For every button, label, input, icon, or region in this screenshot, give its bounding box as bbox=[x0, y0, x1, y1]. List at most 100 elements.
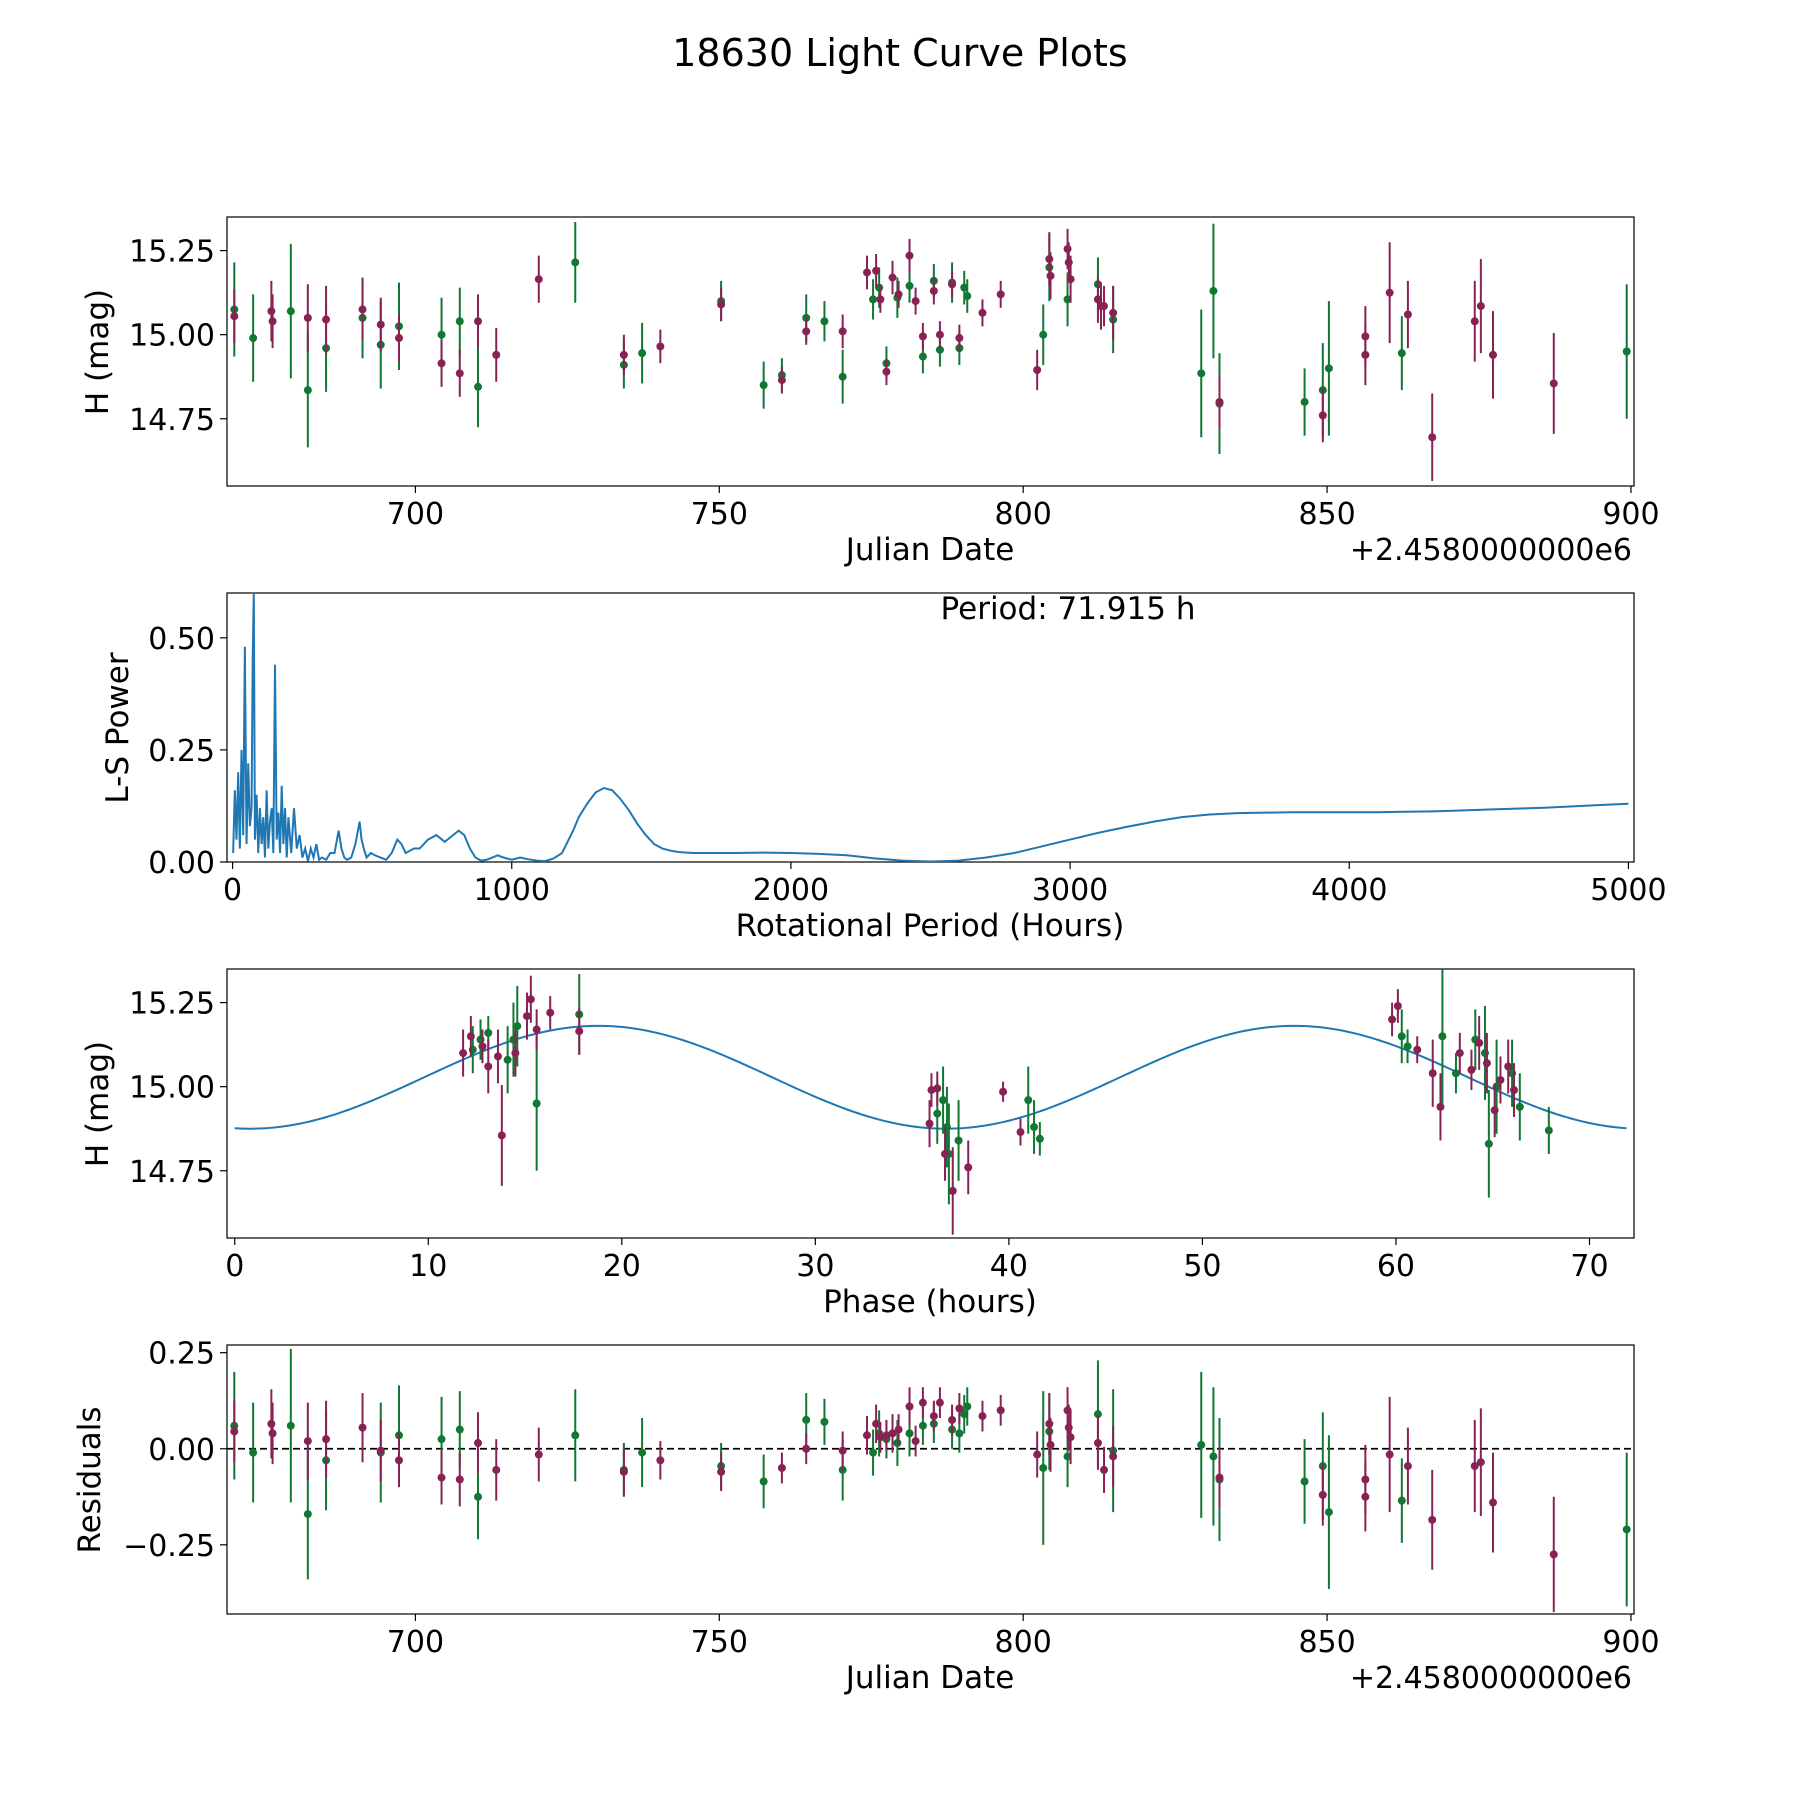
data-point-magenta bbox=[230, 1427, 239, 1436]
x-tick-label: 10 bbox=[409, 1249, 447, 1284]
data-point-green bbox=[1035, 1134, 1044, 1143]
data-point-green bbox=[1063, 295, 1072, 304]
x-tick-label: 60 bbox=[1377, 1249, 1415, 1284]
data-point-green bbox=[1622, 1525, 1631, 1534]
data-point-magenta bbox=[466, 1032, 475, 1041]
x-axis-label: Julian Date bbox=[844, 1660, 1015, 1696]
data-point-green bbox=[1403, 1042, 1412, 1051]
data-point-green bbox=[939, 1096, 948, 1105]
data-point-magenta bbox=[1470, 1462, 1479, 1471]
y-tick-label: −0.25 bbox=[123, 1529, 215, 1564]
axis-ticks: 0 1000 2000 3000 4000 5000 0.00 0.25 0.50 bbox=[148, 622, 1666, 908]
data-point-green bbox=[954, 1136, 963, 1145]
data-point-magenta bbox=[948, 280, 957, 289]
data-point-magenta bbox=[497, 1131, 506, 1140]
data-point-magenta bbox=[929, 286, 938, 295]
data-point-green bbox=[474, 1492, 483, 1501]
data-point-magenta bbox=[1063, 244, 1072, 253]
x-tick-label: 0 bbox=[225, 1249, 244, 1284]
x-tick-label: 750 bbox=[691, 497, 748, 532]
data-point-magenta bbox=[656, 1456, 665, 1465]
data-point-magenta bbox=[511, 1049, 520, 1058]
data-point-magenta bbox=[1385, 288, 1394, 297]
data-point-magenta bbox=[1045, 255, 1054, 264]
data-point-magenta bbox=[358, 305, 367, 314]
data-point-magenta bbox=[1455, 1049, 1464, 1058]
data-point-magenta bbox=[948, 1415, 957, 1424]
data-point-magenta bbox=[484, 1062, 493, 1071]
x-tick-label: 40 bbox=[990, 1249, 1028, 1284]
data-point-green bbox=[1209, 286, 1218, 295]
data-point-green bbox=[1197, 1440, 1206, 1449]
x-tick-label: 700 bbox=[387, 1625, 444, 1660]
data-point-green bbox=[1397, 1496, 1406, 1505]
y-tick-label: 0.25 bbox=[148, 1337, 215, 1372]
data-point-magenta bbox=[230, 312, 239, 321]
data-point-green bbox=[286, 1421, 295, 1430]
data-point-magenta bbox=[948, 1186, 957, 1195]
data-point-magenta bbox=[1403, 310, 1412, 319]
data-point-magenta bbox=[862, 1431, 871, 1440]
data-point-magenta bbox=[478, 1042, 487, 1051]
data-point-magenta bbox=[376, 1446, 385, 1455]
data-point-magenta bbox=[996, 290, 1005, 299]
data-point-magenta bbox=[964, 1163, 973, 1172]
data-point-magenta bbox=[1100, 302, 1109, 311]
data-point-magenta bbox=[978, 1412, 987, 1421]
data-point-green bbox=[759, 381, 768, 390]
data-point-magenta bbox=[894, 1425, 903, 1434]
data-point-green bbox=[905, 1429, 914, 1438]
data-point-green bbox=[1039, 1463, 1048, 1472]
data-markers bbox=[234, 969, 1627, 1235]
data-point-magenta bbox=[268, 317, 277, 326]
data-point-green bbox=[638, 1448, 647, 1457]
data-point-green bbox=[571, 1431, 580, 1440]
data-point-green bbox=[1197, 369, 1206, 378]
plot-area bbox=[232, 593, 1629, 862]
data-point-magenta bbox=[1361, 350, 1370, 359]
x-tick-label: 900 bbox=[1602, 1625, 1659, 1660]
data-point-magenta bbox=[1093, 1438, 1102, 1447]
x-tick-label: 1000 bbox=[474, 873, 550, 908]
data-point-green bbox=[820, 1417, 829, 1426]
data-point-green bbox=[1544, 1126, 1553, 1135]
data-point-magenta bbox=[872, 1419, 881, 1428]
data-point-magenta bbox=[532, 1025, 541, 1034]
data-point-magenta bbox=[717, 1467, 726, 1476]
data-point-magenta bbox=[1549, 1550, 1558, 1559]
data-point-green bbox=[484, 1028, 493, 1037]
data-point-green bbox=[802, 1415, 811, 1424]
data-point-magenta bbox=[1215, 1473, 1224, 1482]
data-point-green bbox=[960, 1410, 969, 1419]
data-point-magenta bbox=[526, 995, 535, 1004]
data-markers bbox=[227, 1348, 1634, 1613]
data-point-green bbox=[1438, 1032, 1447, 1041]
data-point-magenta bbox=[1488, 1498, 1497, 1507]
y-tick-label: 15.00 bbox=[129, 1071, 215, 1106]
data-point-green bbox=[1397, 1032, 1406, 1041]
x-tick-label: 800 bbox=[995, 497, 1052, 532]
y-tick-label: 0.00 bbox=[148, 1433, 215, 1468]
data-point-magenta bbox=[455, 1475, 464, 1484]
data-point-magenta bbox=[1046, 271, 1055, 280]
x-axis-label: Phase (hours) bbox=[823, 1284, 1037, 1320]
x-tick-label: 70 bbox=[1570, 1249, 1608, 1284]
data-point-magenta bbox=[1436, 1102, 1445, 1111]
x-tick-label: 20 bbox=[603, 1249, 641, 1284]
x-tick-label: 30 bbox=[796, 1249, 834, 1284]
data-point-green bbox=[1024, 1096, 1033, 1105]
y-tick-label: 15.25 bbox=[129, 987, 215, 1022]
data-point-magenta bbox=[1066, 1433, 1075, 1442]
data-point-green bbox=[1324, 364, 1333, 373]
data-point-magenta bbox=[522, 1012, 531, 1021]
x-offset-label: +2.4580000000e6 bbox=[1350, 533, 1632, 568]
data-point-green bbox=[249, 1448, 258, 1457]
data-point-green bbox=[1300, 1477, 1309, 1486]
data-point-magenta bbox=[911, 1437, 920, 1446]
data-point-magenta bbox=[838, 327, 847, 336]
data-point-magenta bbox=[546, 1008, 555, 1017]
data-point-magenta bbox=[918, 332, 927, 341]
data-point-magenta bbox=[267, 1419, 276, 1428]
plot-area bbox=[227, 1348, 1634, 1613]
figure-title: 18630 Light Curve Plots bbox=[672, 31, 1127, 75]
